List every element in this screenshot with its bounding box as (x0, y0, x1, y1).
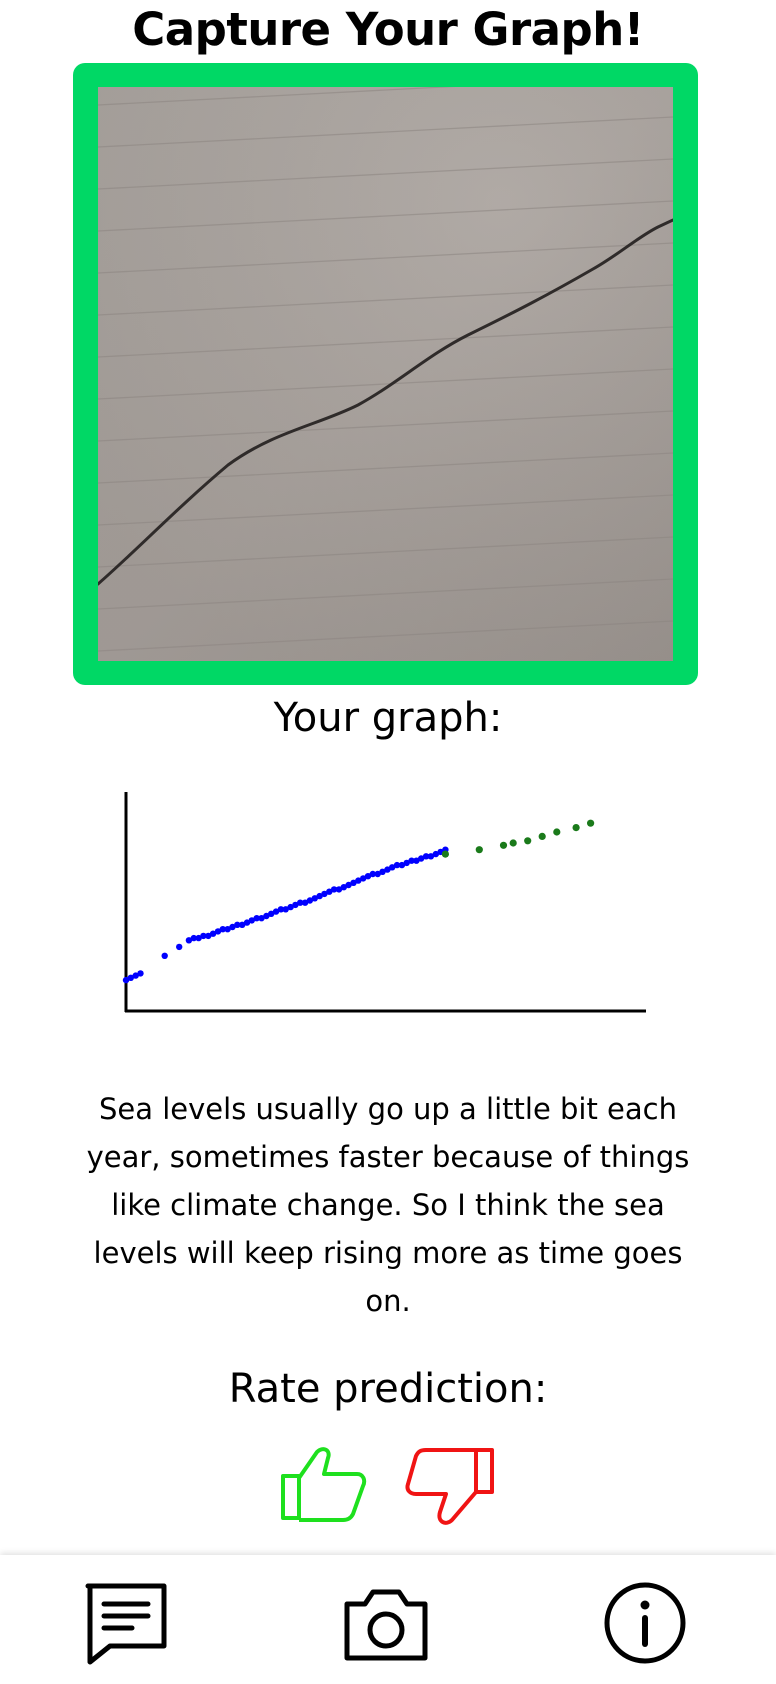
predicted-data-point (538, 832, 546, 840)
observed-data-point (127, 974, 134, 981)
predicted-data-point (524, 837, 532, 845)
observed-data-point (355, 877, 362, 884)
observed-data-point (326, 888, 333, 895)
observed-data-point (345, 881, 352, 889)
observed-data-point (176, 943, 183, 951)
observed-data-point (195, 934, 202, 942)
observed-data-point (403, 859, 410, 867)
rate-prediction-label: Rate prediction: (228, 1366, 548, 1412)
nav-camera-button[interactable] (341, 1580, 431, 1666)
captured-photo[interactable] (98, 87, 673, 661)
observed-data-point (379, 868, 386, 875)
predicted-data-point (509, 839, 517, 847)
observed-data-point (214, 928, 222, 935)
nav-info-button[interactable] (602, 1580, 692, 1666)
observed-data-point (393, 861, 401, 869)
observed-data-point (248, 917, 255, 924)
observed-data-point (297, 899, 304, 906)
predicted-data-point (587, 819, 595, 827)
observed-data-point (122, 976, 130, 984)
observed-data-point (224, 926, 231, 933)
observed-data-point (330, 886, 338, 893)
prediction-description: Sea levels usually go up a little bit ea… (86, 1092, 690, 1318)
observed-data-point (253, 915, 260, 922)
observed-data-point (321, 890, 328, 898)
observed-data-point (209, 930, 217, 937)
observed-data-point (306, 897, 314, 904)
observed-data-point (205, 932, 212, 940)
observed-data-point (219, 926, 226, 933)
observed-data-point (190, 934, 197, 942)
observed-data-point (422, 853, 430, 860)
observed-data-point (418, 855, 425, 862)
predicted-data-point (475, 846, 483, 854)
predicted-graph-chart (122, 792, 646, 1013)
predicted-data-point (499, 841, 508, 849)
data-points (122, 819, 595, 984)
info-icon (604, 1582, 686, 1664)
page-title: Capture Your Graph! (132, 3, 644, 56)
observed-data-point (282, 906, 289, 913)
observed-data-point (287, 903, 294, 911)
observed-data-point (340, 884, 347, 891)
observed-data-point (301, 899, 309, 906)
observed-data-point (350, 879, 357, 886)
observed-data-point (234, 921, 241, 928)
observed-data-point (229, 923, 236, 931)
predicted-data-point (572, 824, 580, 832)
observed-data-point (369, 870, 376, 878)
observed-data-point (398, 861, 406, 869)
photo-frame (73, 63, 698, 685)
graph-section-label: Your graph: (273, 695, 503, 741)
observed-data-point (335, 886, 343, 893)
observed-data-point (243, 919, 251, 926)
observed-data-point (389, 864, 396, 871)
observed-data-point (132, 972, 139, 979)
observed-data-point (408, 857, 415, 864)
observed-data-point (374, 870, 381, 878)
bottom-navigation (0, 1555, 776, 1684)
captured-photo-image (98, 87, 673, 661)
observed-data-point (268, 910, 275, 917)
camera-icon (344, 1589, 428, 1661)
observed-data-point (316, 892, 323, 900)
observed-data-point (277, 906, 285, 913)
observed-data-point (263, 912, 270, 920)
observed-data-point (427, 853, 435, 860)
observed-data-point (185, 937, 193, 944)
observed-data-point (200, 932, 207, 940)
nav-message-button[interactable] (82, 1580, 172, 1666)
thumbs-down-icon (405, 1448, 494, 1525)
thumbs-down-button[interactable] (402, 1440, 498, 1536)
observed-data-point (413, 857, 420, 864)
observed-data-point (432, 850, 439, 858)
predicted-data-point (553, 828, 561, 836)
observed-data-point (292, 901, 299, 909)
message-icon (85, 1583, 167, 1665)
observed-data-point (360, 875, 367, 882)
observed-data-point (364, 873, 372, 880)
observed-data-point (258, 915, 265, 922)
observed-data-point (137, 970, 144, 977)
observed-data-point (239, 921, 246, 928)
observed-data-point (384, 866, 391, 873)
observed-data-point (311, 895, 318, 902)
thumbs-up-icon (281, 1447, 367, 1522)
thumbs-up-button[interactable] (277, 1440, 373, 1536)
predicted-data-point (441, 850, 449, 858)
observed-data-point (161, 952, 168, 959)
observed-data-point (272, 908, 280, 915)
